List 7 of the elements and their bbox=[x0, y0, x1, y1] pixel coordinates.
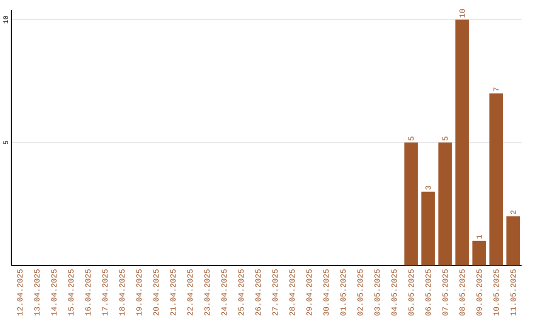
bar bbox=[455, 20, 469, 266]
bar bbox=[404, 142, 418, 266]
bar bbox=[472, 240, 486, 266]
bar bbox=[506, 216, 520, 266]
bar bbox=[421, 192, 435, 266]
bar bbox=[438, 142, 452, 266]
bar bbox=[489, 93, 503, 266]
